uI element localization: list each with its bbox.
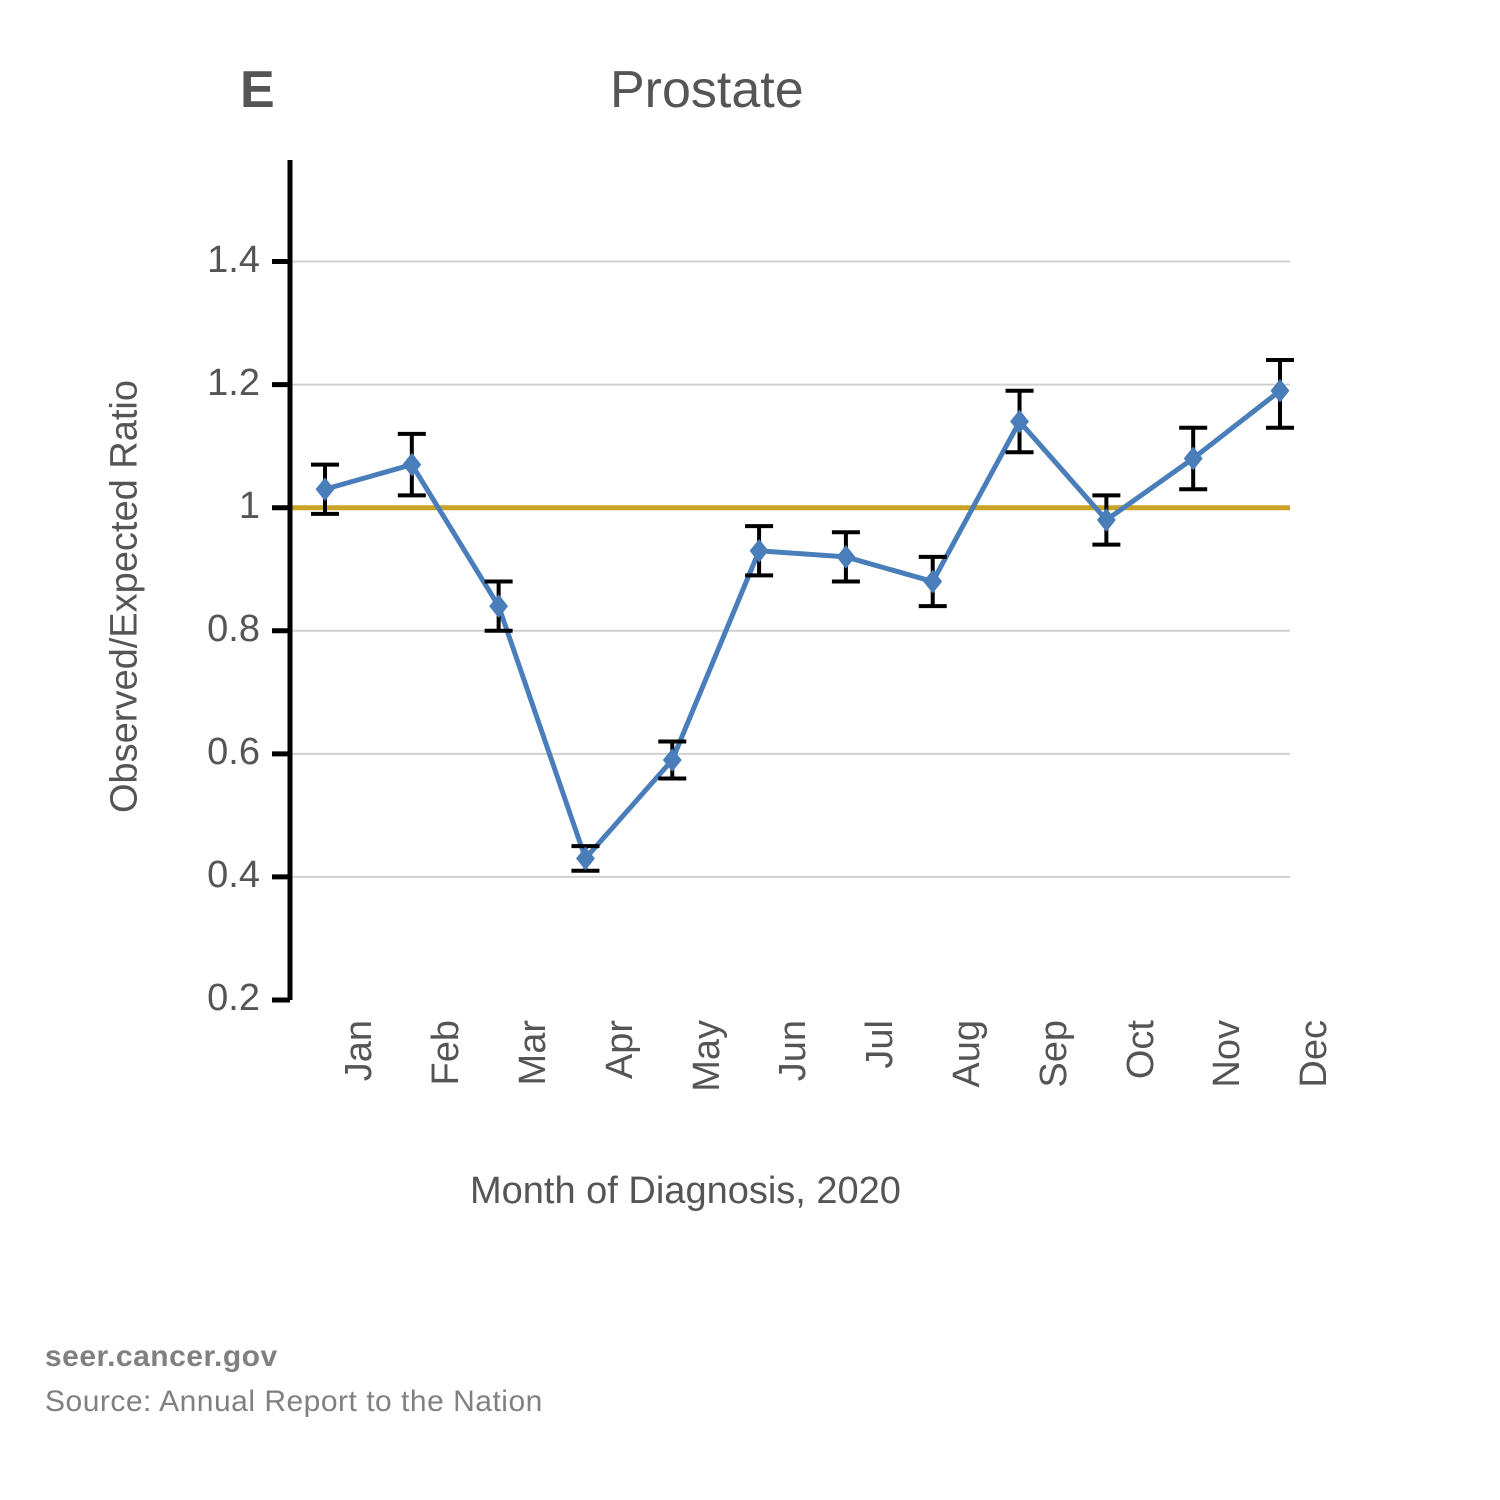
data-marker [750, 540, 768, 562]
x-tick-label: May [686, 1020, 729, 1220]
x-tick-label: Mar [512, 1020, 555, 1220]
footer-source-site: seer.cancer.gov [45, 1340, 278, 1374]
x-tick-label: Jul [859, 1020, 902, 1220]
x-tick-label: Apr [599, 1020, 642, 1220]
y-tick-label: 0.2 [207, 977, 260, 1020]
x-tick-label: Nov [1206, 1020, 1249, 1220]
x-tick-label: Oct [1120, 1020, 1163, 1220]
x-tick-label: Dec [1293, 1020, 1336, 1220]
x-tick-label: Sep [1033, 1020, 1076, 1220]
footer-source-report: Source: Annual Report to the Nation [45, 1385, 543, 1419]
data-marker [316, 478, 334, 500]
data-marker [837, 546, 855, 568]
y-tick-label: 1 [239, 485, 260, 528]
y-tick-label: 1.4 [207, 239, 260, 282]
y-tick-label: 1.2 [207, 362, 260, 405]
x-tick-label: Aug [946, 1020, 989, 1220]
x-tick-label: Jun [772, 1020, 815, 1220]
y-tick-label: 0.6 [207, 731, 260, 774]
data-line [325, 391, 1280, 859]
chart-container: E Prostate Observed/Expected Ratio Month… [0, 0, 1500, 1500]
x-tick-label: Jan [338, 1020, 381, 1220]
x-tick-label: Feb [425, 1020, 468, 1220]
y-tick-label: 0.4 [207, 854, 260, 897]
y-tick-label: 0.8 [207, 608, 260, 651]
